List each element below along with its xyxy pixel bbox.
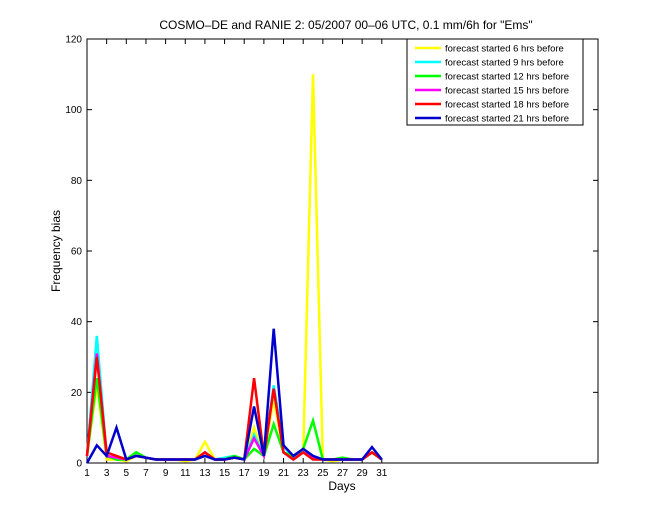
x-tick-label: 29: [357, 468, 369, 479]
y-tick-label: 80: [71, 176, 83, 187]
x-tick-label: 9: [163, 468, 169, 479]
x-tick-label: 21: [278, 468, 290, 479]
x-tick-label: 31: [376, 468, 388, 479]
x-tick-label: 7: [143, 468, 149, 479]
y-axis-label: Frequency bias: [49, 210, 63, 292]
x-tick-label: 1: [84, 468, 90, 479]
x-axis-label: Days: [328, 479, 355, 493]
y-tick-label: 60: [71, 247, 83, 258]
x-tick-label: 13: [199, 468, 211, 479]
legend-entry: forecast started 12 hrs before: [445, 72, 569, 83]
legend-box: [406, 38, 584, 126]
x-tick-label: 27: [337, 468, 349, 479]
legend: forecast started 6 hrs before forecast st…: [406, 38, 584, 126]
legend-entry: forecast started 6 hrs before: [445, 44, 564, 55]
x-tick-label: 3: [104, 468, 110, 479]
x-tick-label: 5: [124, 468, 130, 479]
x-tick-label: 15: [219, 468, 231, 479]
chart-title: COSMO–DE and RANIE 2: 05/2007 00–06 UTC,…: [159, 18, 532, 32]
y-tick-label: 20: [71, 388, 83, 399]
x-tick-label: 25: [317, 468, 329, 479]
legend-entry: forecast started 15 hrs before: [445, 86, 569, 97]
x-tick-label: 17: [239, 468, 251, 479]
y-axis: 0 20 40 60 80 100 120: [65, 35, 598, 470]
y-tick-label: 120: [65, 35, 82, 46]
series-line-6: [85, 328, 383, 464]
x-axis: 1 3 5 7 9 11 13 15 17 19 21 23 25 27 29 31: [84, 39, 388, 479]
legend-entry: forecast started 9 hrs before: [445, 58, 564, 69]
x-tick-label: 11: [180, 468, 191, 479]
legend-entry: forecast started 18 hrs before: [445, 100, 569, 111]
y-tick-label: 40: [71, 317, 83, 328]
x-tick-label: 23: [298, 468, 310, 479]
y-tick-label: 100: [65, 105, 82, 116]
y-tick-label: 0: [76, 459, 82, 470]
series-lines: [85, 74, 383, 464]
x-tick-label: 19: [258, 468, 270, 479]
legend-entry: forecast started 21 hrs before: [445, 114, 569, 125]
